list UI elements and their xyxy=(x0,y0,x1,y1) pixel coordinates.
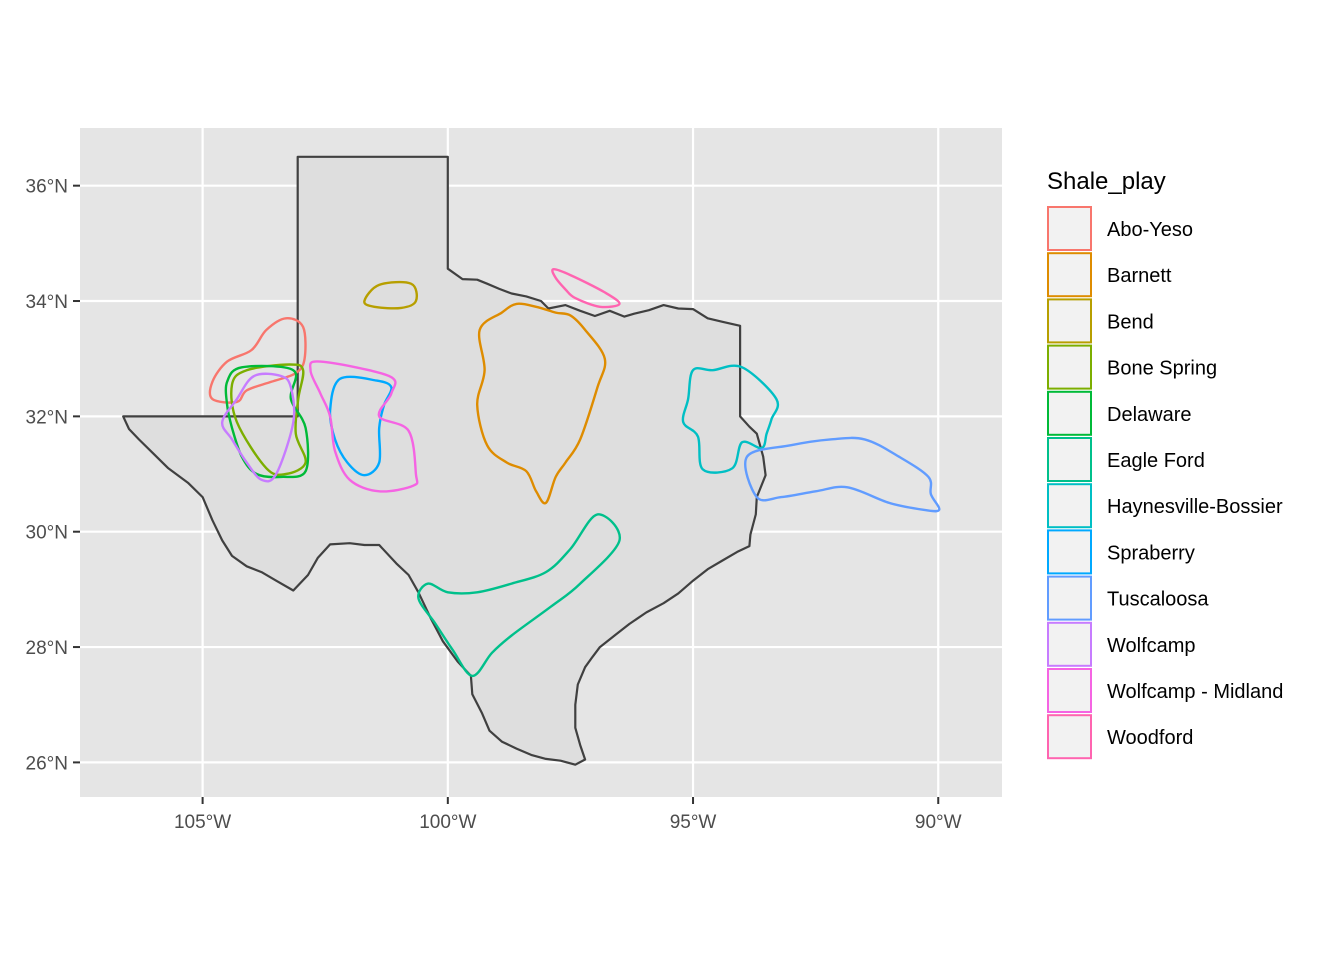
legend-label-spraberry: Spraberry xyxy=(1107,542,1195,564)
play-outline-woodford xyxy=(551,268,621,309)
legend-key-wolfcamp xyxy=(1047,621,1092,667)
legend-key-spraberry xyxy=(1047,529,1092,575)
y-tick-label: 30°N xyxy=(26,523,68,544)
x-tick-label: 105°W xyxy=(174,812,231,833)
legend-key-woodford xyxy=(1047,714,1092,760)
legend-key-wolfcamp-midland xyxy=(1047,668,1092,713)
legend-key-delaware xyxy=(1047,390,1092,436)
play-outline-tuscaloosa xyxy=(744,436,941,513)
legend-key-abo-yeso xyxy=(1047,206,1092,251)
legend-label-tuscaloosa: Tuscaloosa xyxy=(1107,589,1209,611)
play-outline-barnett xyxy=(475,302,607,505)
legend-label-bend: Bend xyxy=(1107,311,1154,333)
legend-label-bone-spring: Bone Spring xyxy=(1107,358,1217,380)
legend-key-tuscaloosa xyxy=(1047,575,1092,621)
y-tick-label: 28°N xyxy=(26,638,68,659)
legend-label-barnett: Barnett xyxy=(1107,265,1172,287)
x-tick-label: 100°W xyxy=(419,812,476,833)
play-outline-eagle-ford xyxy=(417,513,621,678)
play-outline-abo-yeso xyxy=(208,317,307,404)
play-outline-bend xyxy=(363,280,418,310)
play-outline-wolfcamp-midland xyxy=(308,360,419,493)
legend-label-wolfcamp: Wolfcamp xyxy=(1107,635,1196,657)
legend-key-eagle-ford xyxy=(1047,437,1092,482)
y-tick-label: 32°N xyxy=(26,407,68,428)
legend-items: Abo-Yeso Barnett Bend Bone Spring Delaware Ea… xyxy=(1047,206,1283,760)
play-outline-bone-spring xyxy=(230,363,307,477)
y-tick-label: 26°N xyxy=(26,753,68,774)
y-axis: 26°N 28°N 30°N 32°N 34°N 36°N xyxy=(26,177,80,774)
shale-play-outlines xyxy=(208,268,941,678)
legend-label-abo-yeso: Abo-Yeso xyxy=(1107,219,1193,241)
legend-label-woodford: Woodford xyxy=(1107,727,1193,749)
x-tick-label: 90°W xyxy=(915,812,962,833)
y-tick-label: 36°N xyxy=(26,177,68,198)
legend-title: Shale_play xyxy=(1047,168,1166,195)
legend-label-eagle-ford: Eagle Ford xyxy=(1107,450,1205,472)
texas-outline-layer xyxy=(122,155,767,766)
x-axis: 105°W 100°W 95°W 90°W xyxy=(174,797,962,833)
y-tick-label: 34°N xyxy=(26,292,68,313)
legend-label-wolfcamp-midland: Wolfcamp - Midland xyxy=(1107,681,1283,703)
play-outline-wolfcamp xyxy=(220,372,296,483)
legend-label-delaware: Delaware xyxy=(1107,404,1191,426)
legend-key-bend xyxy=(1047,298,1092,344)
x-tick-label: 95°W xyxy=(670,812,717,833)
legend-key-bone-spring xyxy=(1047,344,1092,390)
legend-key-haynesville-bossier xyxy=(1047,483,1092,529)
play-outline-delaware xyxy=(224,364,310,479)
legend-label-haynesville-bossier: Haynesville-Bossier xyxy=(1107,496,1283,518)
legend-key-barnett xyxy=(1047,252,1092,298)
play-outline-haynesville-bossier xyxy=(681,364,780,474)
texas-outline xyxy=(122,155,767,766)
legend: Shale_play Abo-Yeso Barnett Bend Bone Sprin… xyxy=(1047,168,1283,760)
